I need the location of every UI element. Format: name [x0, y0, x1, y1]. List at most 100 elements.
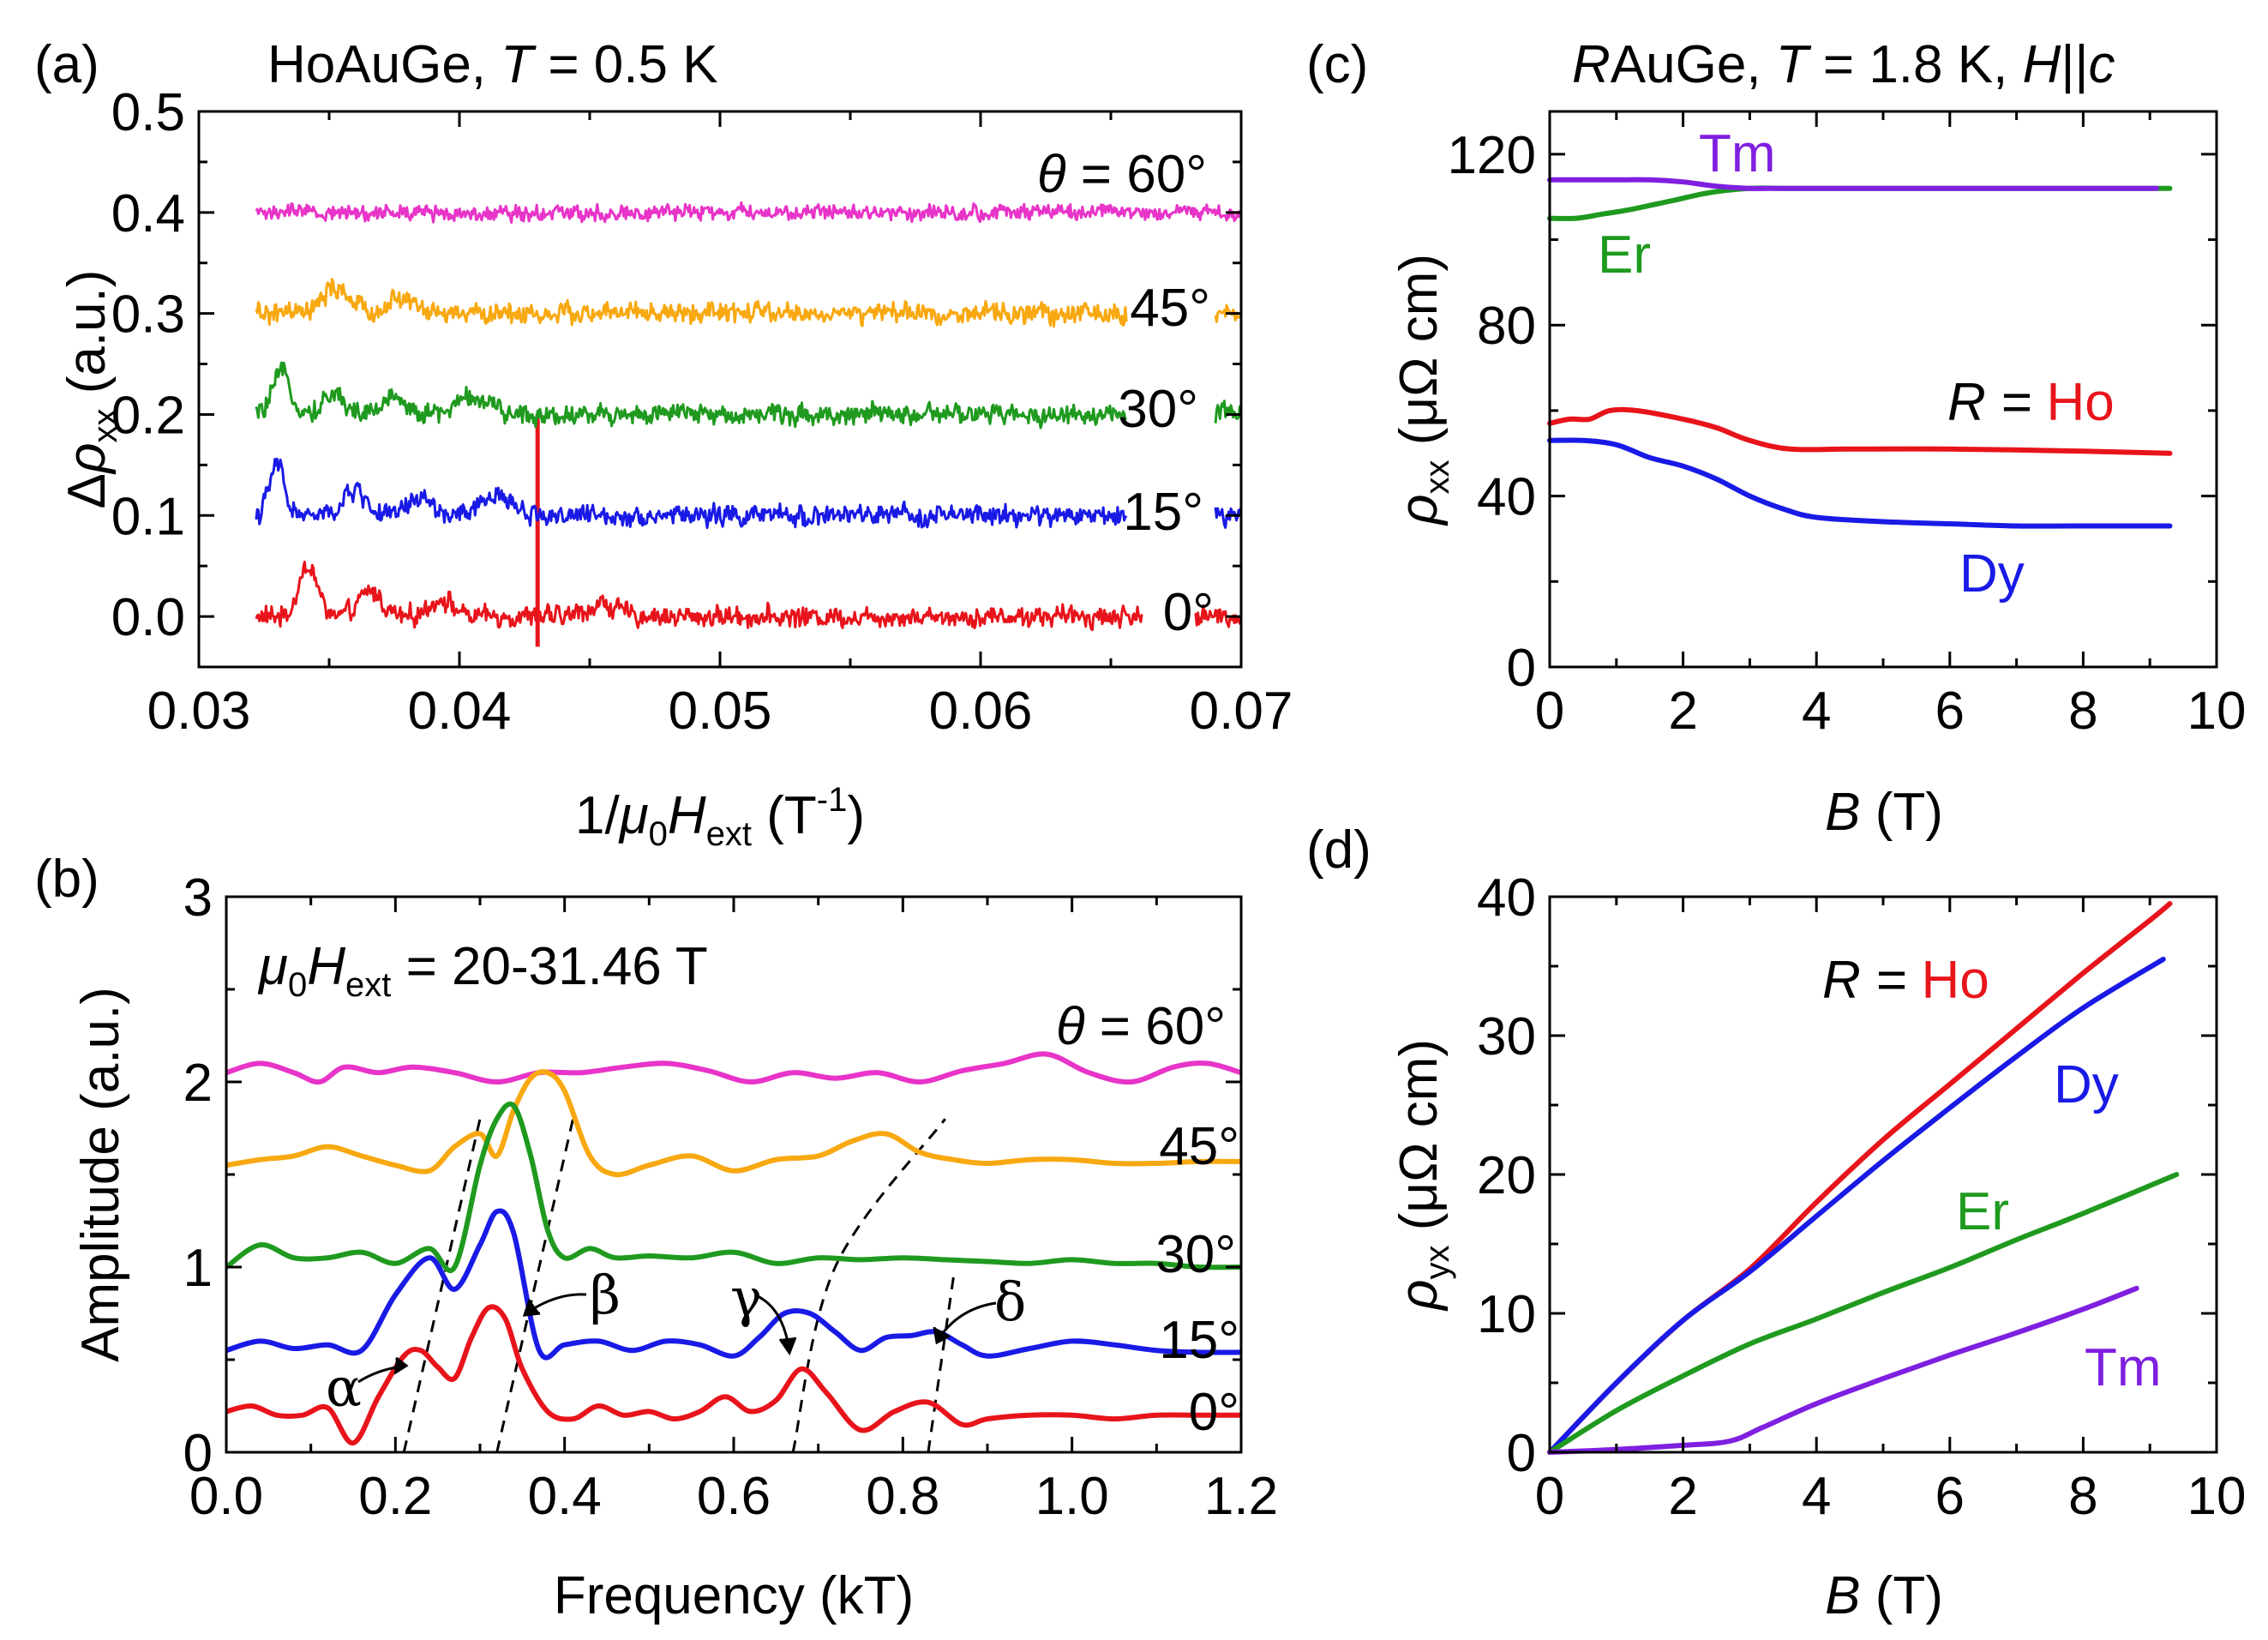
panel-b-curve-30° [226, 1101, 1241, 1273]
d-ticks-xtick-label: 4 [1802, 1467, 1831, 1526]
b-ticks-ytick-label: 3 [183, 868, 213, 928]
panel-b-ylabel: Amplitude (a.u.) [71, 987, 130, 1362]
panel-b-gamma: γ [730, 1266, 762, 1329]
panel-c-curve-Tm [1547, 177, 2159, 191]
panel-a-xlabel: 1/μ0Hext (T-1) [575, 781, 865, 853]
b-ticks-ytick-label: 1 [183, 1239, 213, 1298]
d-ticks-ytick-label: 40 [1477, 868, 1536, 928]
d-ticks-xtick-label: 8 [2068, 1467, 2097, 1526]
panel-c-ylabel: ρxx (μΩ cm) [1389, 254, 1456, 526]
panel-d-curve-Er [1547, 1172, 2180, 1455]
b-ticks-xtick-label: 0.4 [528, 1467, 602, 1526]
panel-c-xlabel: B (T) [1825, 783, 1943, 842]
c-ticks-xtick-label: 8 [2068, 682, 2097, 741]
panel-b-alpha: α [326, 1356, 362, 1419]
panel-c: (c) RAuGe, T = 1.8 K, H||c 0 2 4 6 8 10 0 40 80 1… [1306, 35, 2246, 842]
a-ticks-xtick-label: 0.04 [408, 682, 512, 741]
panel-a-series [255, 201, 1241, 647]
panel-a-ylabel: Δρxx (a.u.) [57, 270, 124, 509]
b-ticks-xtick-label: 1.2 [1204, 1467, 1278, 1526]
panel-c-frame [1548, 110, 2218, 669]
panel-b-dashed-guide-1 [495, 1118, 574, 1453]
panel-b-xlabel: Frequency (kT) [554, 1566, 914, 1625]
panel-b-dashed-guides [402, 1118, 955, 1453]
panel-b-delta: δ [994, 1271, 1026, 1333]
panel-c-label-er: Er [1598, 225, 1651, 285]
panel-b-annotation: μ0Hext = 20-31.46 T [257, 937, 708, 1004]
panel-b-arrows [357, 1293, 997, 1384]
d-ticks-ytick-label: 10 [1477, 1285, 1536, 1344]
b-ticks-ytick-label: 2 [183, 1054, 213, 1113]
panel-a-trace-15° [255, 457, 1241, 530]
c-ticks-xtick-label: 10 [2187, 682, 2247, 741]
panel-c-curve-Er [1547, 185, 2173, 221]
panel-d-ticks: 0 2 4 6 8 10 0 10 20 30 40 [1477, 868, 2246, 1526]
panel-c-label-r-ho: R = Ho [1947, 373, 2115, 432]
a-ticks-xtick-label: 0.05 [669, 682, 772, 741]
panel-b-curve-0° [226, 1304, 1241, 1446]
panel-b-label-45: 45° [1159, 1117, 1239, 1176]
panel-b-beta: β [590, 1264, 621, 1326]
panel-a-label-0: 0° [1163, 583, 1214, 642]
panel-b-theta-label: θ = 60° [1056, 997, 1226, 1056]
b-ticks-ytick-label: 0 [183, 1424, 213, 1483]
panel-d-curve-Dy [1547, 956, 2166, 1455]
panel-a-trace-30° [255, 361, 1241, 430]
panel-c-letter: (c) [1306, 35, 1368, 94]
a-ticks-ytick-label: 0.3 [111, 285, 185, 345]
panel-b-curve-45° [226, 1069, 1241, 1178]
a-ticks-xtick-label: 0.06 [929, 682, 1033, 741]
panel-b-dashed-guide-0 [402, 1118, 482, 1453]
b-ticks-xtick-label: 0.6 [697, 1467, 771, 1526]
panel-a-label-45: 45° [1130, 279, 1210, 338]
panel-a-label-15: 15° [1123, 483, 1203, 542]
panel-d-label-tm: Tm [2085, 1338, 2162, 1397]
d-ticks-ytick-label: 30 [1477, 1007, 1536, 1066]
c-ticks-ytick-label: 40 [1477, 468, 1536, 527]
panel-b: (b) 0.0 0.2 0.4 0.6 0.8 1.0 1.2 0 1 2 3 μ0Hext = 2… [34, 850, 1278, 1625]
b-ticks-xtick-label: 1.0 [1035, 1467, 1109, 1526]
panel-a-trace-60° [255, 201, 1241, 224]
a-ticks-ytick-label: 0.4 [111, 184, 185, 243]
panel-d-label-dy: Dy [2054, 1055, 2119, 1114]
panel-c-label-dy: Dy [1959, 544, 2025, 604]
panel-d-ylabel: ρyx (μΩ cm) [1389, 1039, 1456, 1312]
b-ticks-xtick-label: 0.2 [358, 1467, 432, 1526]
c-ticks-xtick-label: 2 [1668, 682, 1697, 741]
panel-a-ticks: 0.03 0.04 0.05 0.06 0.07 0.0 0.1 0.2 0.3 0.4 0.5 [111, 83, 1293, 741]
panel-a-trace-45° [255, 278, 1241, 328]
panel-b-letter: (b) [34, 850, 99, 909]
panel-b-series [226, 1051, 1241, 1446]
panel-d-letter: (d) [1306, 820, 1371, 880]
a-ticks-ytick-label: 0.2 [111, 386, 185, 445]
panel-d-label-r-ho: R = Ho [1822, 951, 1989, 1010]
d-ticks-xtick-label: 10 [2187, 1467, 2247, 1526]
c-ticks-xtick-label: 4 [1802, 682, 1831, 741]
c-ticks-ytick-label: 80 [1477, 297, 1536, 356]
d-ticks-xtick-label: 6 [1935, 1467, 1965, 1526]
panel-a-theta-label: θ = 60° [1037, 145, 1207, 204]
a-ticks-ytick-label: 0.0 [111, 588, 185, 647]
b-ticks-xtick-label: 0.8 [866, 1467, 939, 1526]
panel-b-curve-60° [226, 1051, 1241, 1085]
panel-c-ticks: 0 2 4 6 8 10 0 40 80 120 [1448, 111, 2247, 741]
panel-a-label-30: 30° [1118, 380, 1198, 439]
a-ticks-xtick-label: 0.03 [147, 682, 251, 741]
c-ticks-xtick-label: 6 [1935, 682, 1965, 741]
panel-c-title: RAuGe, T = 1.8 K, H||c [1572, 35, 2115, 94]
d-ticks-ytick-label: 20 [1477, 1146, 1536, 1205]
panel-b-label-30: 30° [1155, 1225, 1236, 1284]
panel-c-curve-Dy [1547, 437, 2173, 529]
panel-d-label-er: Er [1956, 1182, 2009, 1241]
panel-c-series [1547, 177, 2173, 529]
c-ticks-ytick-label: 0 [1507, 639, 1536, 698]
panel-b-label-0: 0° [1189, 1383, 1239, 1442]
panel-b-curve-15° [226, 1208, 1241, 1361]
panel-a-title: HoAuGe, T = 0.5 K [267, 35, 718, 94]
panel-a-letter: (a) [34, 35, 99, 94]
panel-a-trace-0° [255, 560, 1241, 632]
panel-b-dashed-guide-3 [927, 1276, 955, 1453]
panel-c-curve-Ho [1547, 406, 2173, 456]
a-ticks-ytick-label: 0.1 [111, 487, 185, 546]
